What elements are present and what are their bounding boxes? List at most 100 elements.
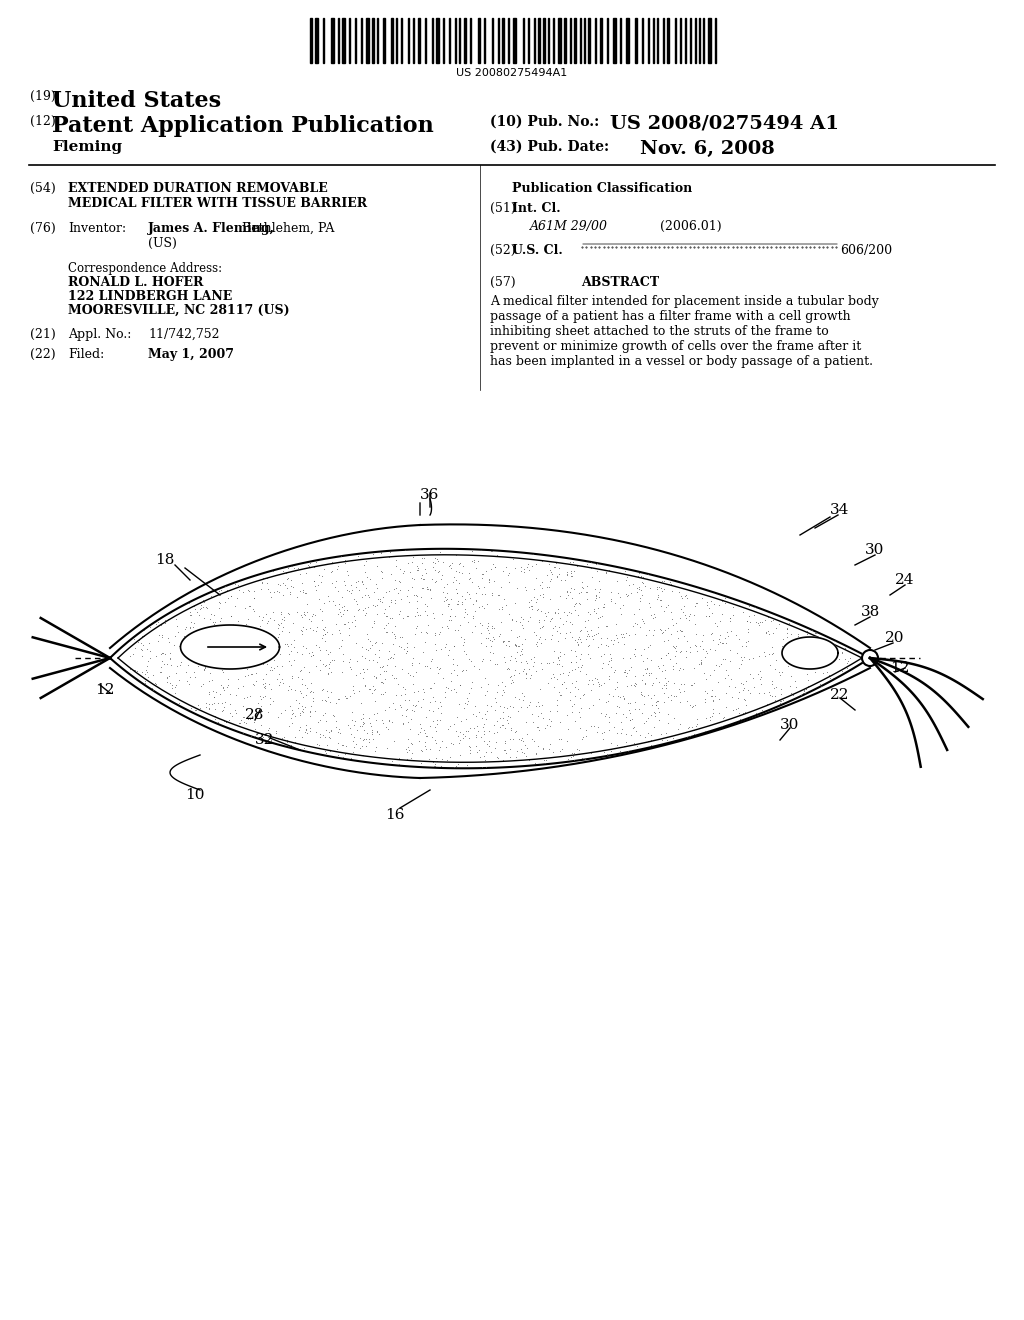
Point bbox=[368, 678, 384, 700]
Point bbox=[721, 651, 737, 672]
Point bbox=[590, 623, 606, 644]
Point bbox=[685, 673, 701, 694]
Point bbox=[197, 656, 213, 677]
Point bbox=[307, 701, 324, 722]
Point bbox=[289, 601, 305, 622]
Point bbox=[231, 618, 248, 639]
Point bbox=[478, 734, 495, 755]
Point bbox=[512, 556, 528, 577]
Point bbox=[783, 623, 800, 644]
Point bbox=[827, 631, 844, 652]
Point bbox=[152, 661, 168, 682]
Point bbox=[191, 593, 208, 614]
Point bbox=[272, 672, 289, 693]
Point bbox=[782, 665, 799, 686]
Point bbox=[294, 643, 310, 664]
Point bbox=[418, 562, 434, 583]
Bar bbox=[366, 18, 369, 63]
Point bbox=[186, 700, 203, 721]
Point bbox=[381, 696, 397, 717]
Point bbox=[353, 693, 370, 714]
Point bbox=[246, 616, 262, 638]
Point bbox=[717, 593, 733, 614]
Point bbox=[295, 582, 311, 603]
Point bbox=[532, 678, 549, 700]
Point bbox=[210, 693, 226, 714]
Point bbox=[528, 743, 545, 764]
Point bbox=[303, 606, 319, 627]
Point bbox=[695, 639, 712, 660]
Point bbox=[720, 626, 736, 647]
Point bbox=[595, 652, 611, 673]
Point bbox=[417, 632, 433, 653]
Point bbox=[337, 612, 353, 634]
Point bbox=[253, 696, 269, 717]
Point bbox=[199, 597, 215, 618]
Point bbox=[638, 710, 654, 731]
Point bbox=[334, 735, 350, 756]
Point bbox=[415, 689, 431, 710]
Point bbox=[435, 667, 452, 688]
Point bbox=[186, 595, 203, 616]
Point bbox=[594, 729, 610, 750]
Point bbox=[818, 661, 835, 682]
Point bbox=[409, 586, 425, 607]
Point bbox=[316, 630, 333, 651]
Point bbox=[412, 605, 428, 626]
Point bbox=[618, 566, 635, 587]
Point bbox=[401, 665, 418, 686]
Point bbox=[502, 746, 518, 767]
Point bbox=[438, 750, 455, 771]
Point bbox=[355, 659, 372, 680]
Point bbox=[324, 721, 340, 742]
Point bbox=[552, 711, 568, 733]
Point bbox=[645, 624, 662, 645]
Point bbox=[206, 693, 222, 714]
Point bbox=[331, 598, 347, 619]
Point bbox=[513, 697, 529, 718]
Point bbox=[608, 696, 625, 717]
Point bbox=[666, 685, 682, 706]
Point bbox=[270, 618, 287, 639]
Point bbox=[427, 717, 443, 738]
Text: US 2008/0275494 A1: US 2008/0275494 A1 bbox=[610, 115, 839, 133]
Point bbox=[200, 634, 216, 655]
Point bbox=[164, 678, 180, 700]
Point bbox=[773, 678, 790, 700]
Point bbox=[608, 676, 625, 697]
Point bbox=[246, 675, 262, 696]
Point bbox=[434, 616, 451, 638]
Point bbox=[314, 678, 331, 700]
Point bbox=[410, 557, 426, 578]
Point bbox=[411, 681, 427, 702]
Point bbox=[343, 574, 359, 595]
Point bbox=[649, 578, 666, 599]
Point bbox=[557, 587, 573, 609]
Point bbox=[764, 638, 780, 659]
Point bbox=[536, 738, 552, 759]
Polygon shape bbox=[180, 624, 280, 669]
Point bbox=[664, 581, 680, 602]
Point bbox=[274, 673, 291, 694]
Point bbox=[565, 561, 582, 582]
Point bbox=[706, 660, 722, 681]
Point bbox=[395, 713, 412, 734]
Point bbox=[348, 576, 365, 597]
Point bbox=[689, 640, 706, 661]
Point bbox=[563, 565, 580, 586]
Point bbox=[458, 721, 474, 742]
Point bbox=[270, 614, 287, 635]
Point bbox=[391, 570, 408, 591]
Point bbox=[170, 636, 186, 657]
Point bbox=[566, 710, 583, 731]
Point bbox=[429, 550, 445, 572]
Point bbox=[412, 730, 428, 751]
Point bbox=[262, 647, 279, 668]
Point bbox=[690, 653, 707, 675]
Point bbox=[428, 709, 444, 730]
Point bbox=[590, 672, 606, 693]
Point bbox=[673, 585, 689, 606]
Point bbox=[260, 610, 276, 631]
Point bbox=[437, 586, 454, 607]
Point bbox=[134, 626, 151, 647]
